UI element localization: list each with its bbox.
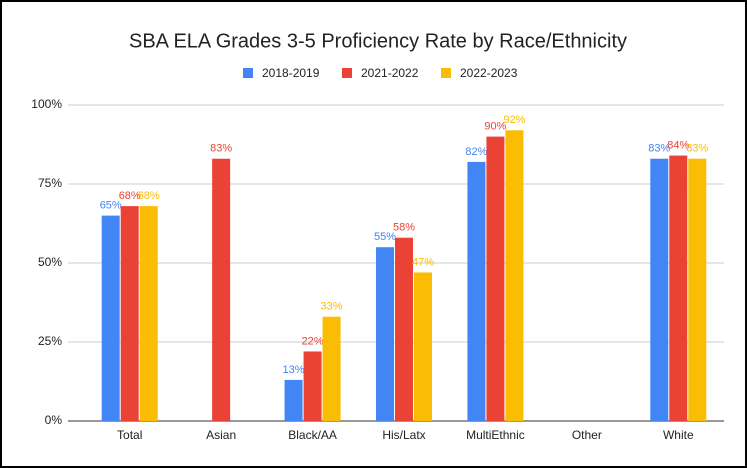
value-label: 68% (119, 190, 141, 202)
legend-swatch (342, 68, 352, 78)
value-label: 82% (465, 146, 487, 158)
x-tick-label: White (663, 428, 694, 442)
y-tick-label: 75% (38, 176, 62, 190)
value-label: 84% (667, 139, 689, 151)
bar (322, 316, 341, 421)
value-label: 13% (283, 364, 305, 376)
value-label: 47% (412, 256, 434, 268)
value-label: 92% (503, 114, 525, 126)
bar (486, 136, 505, 421)
bar (101, 215, 120, 421)
bar (650, 158, 669, 421)
y-tick-label: 25% (38, 334, 62, 348)
bar (139, 206, 158, 421)
bar (395, 237, 413, 421)
x-tick-label: His/Latx (382, 428, 425, 442)
x-tick-label: Black/AA (288, 428, 337, 442)
x-tick-label: Asian (206, 428, 236, 442)
value-label: 22% (302, 335, 324, 347)
legend-label: 2022-2023 (460, 66, 518, 80)
value-label: 65% (100, 200, 122, 212)
x-tick-label: Total (117, 428, 142, 442)
value-label: 68% (138, 190, 160, 202)
value-label: 55% (374, 231, 396, 243)
bar (505, 130, 524, 421)
value-label: 90% (484, 121, 506, 133)
legend-label: 2021-2022 (361, 66, 419, 80)
bar (414, 272, 432, 421)
value-label: 33% (321, 301, 343, 313)
value-label: 58% (393, 222, 415, 234)
bar (669, 155, 688, 421)
legend-label: 2018-2019 (262, 66, 320, 80)
bar (467, 161, 486, 421)
chart-title: SBA ELA Grades 3-5 Proficiency Rate by R… (129, 30, 627, 52)
bar (376, 247, 394, 421)
bar (212, 158, 231, 421)
x-tick-label: Other (572, 428, 602, 442)
x-tick-label: MultiEthnic (466, 428, 525, 442)
value-label: 83% (686, 143, 708, 155)
bar (284, 379, 303, 421)
legend-swatch (243, 68, 253, 78)
y-tick-label: 50% (38, 255, 62, 269)
y-tick-label: 0% (45, 413, 63, 427)
y-tick-label: 100% (31, 97, 62, 111)
bar (303, 351, 322, 421)
value-label: 83% (210, 143, 232, 155)
bar (688, 158, 707, 421)
bar (120, 206, 139, 421)
value-label: 83% (648, 143, 670, 155)
legend-swatch (441, 68, 451, 78)
